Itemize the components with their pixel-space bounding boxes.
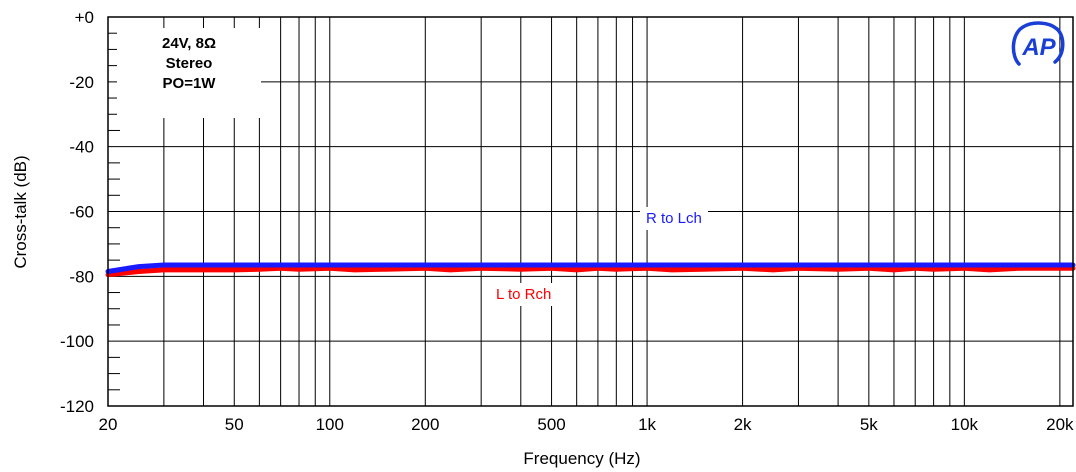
condition-power: PO=1W xyxy=(117,74,261,94)
condition-mode: Stereo xyxy=(117,54,261,74)
logo-text: AP xyxy=(1021,34,1056,61)
x-tick-labels: 20 50 100 200 500 1k 2k 5k 10k 20k xyxy=(99,415,1075,434)
series-label-l-to-rch: L to Rch xyxy=(490,283,557,306)
y-tick-label: -80 xyxy=(69,267,94,286)
x-tick-label: 10k xyxy=(951,415,979,434)
y-tick-label: -100 xyxy=(60,332,94,351)
conditions-box: 24V, 8Ω Stereo PO=1W xyxy=(117,28,261,118)
y-tick-labels: +0 -20 -40 -60 -80 -100 -120 xyxy=(60,8,94,416)
x-tick-label: 20 xyxy=(99,415,118,434)
x-tick-label: 5k xyxy=(860,415,878,434)
y-tick-label: -60 xyxy=(69,203,94,222)
x-tick-label: 1k xyxy=(638,415,656,434)
x-tick-label: 2k xyxy=(734,415,752,434)
series-line-l-to-rch xyxy=(108,268,1073,275)
x-tick-label: 200 xyxy=(411,415,439,434)
y-axis-title: Cross-talk (dB) xyxy=(11,155,30,268)
x-tick-label: 50 xyxy=(225,415,244,434)
y-tick-label: -40 xyxy=(69,138,94,157)
series-lines xyxy=(108,265,1073,275)
y-tick-label: -20 xyxy=(69,73,94,92)
series-label-r-to-lch: R to Lch xyxy=(640,207,708,230)
y-tick-label: -120 xyxy=(60,397,94,416)
y-tick-label: +0 xyxy=(75,8,94,27)
x-tick-label: 100 xyxy=(316,415,344,434)
ap-logo-icon: AP xyxy=(1009,20,1067,70)
x-tick-label: 500 xyxy=(537,415,565,434)
condition-supply: 24V, 8Ω xyxy=(117,34,261,54)
x-axis-title: Frequency (Hz) xyxy=(523,449,640,468)
x-tick-label: 20k xyxy=(1046,415,1074,434)
